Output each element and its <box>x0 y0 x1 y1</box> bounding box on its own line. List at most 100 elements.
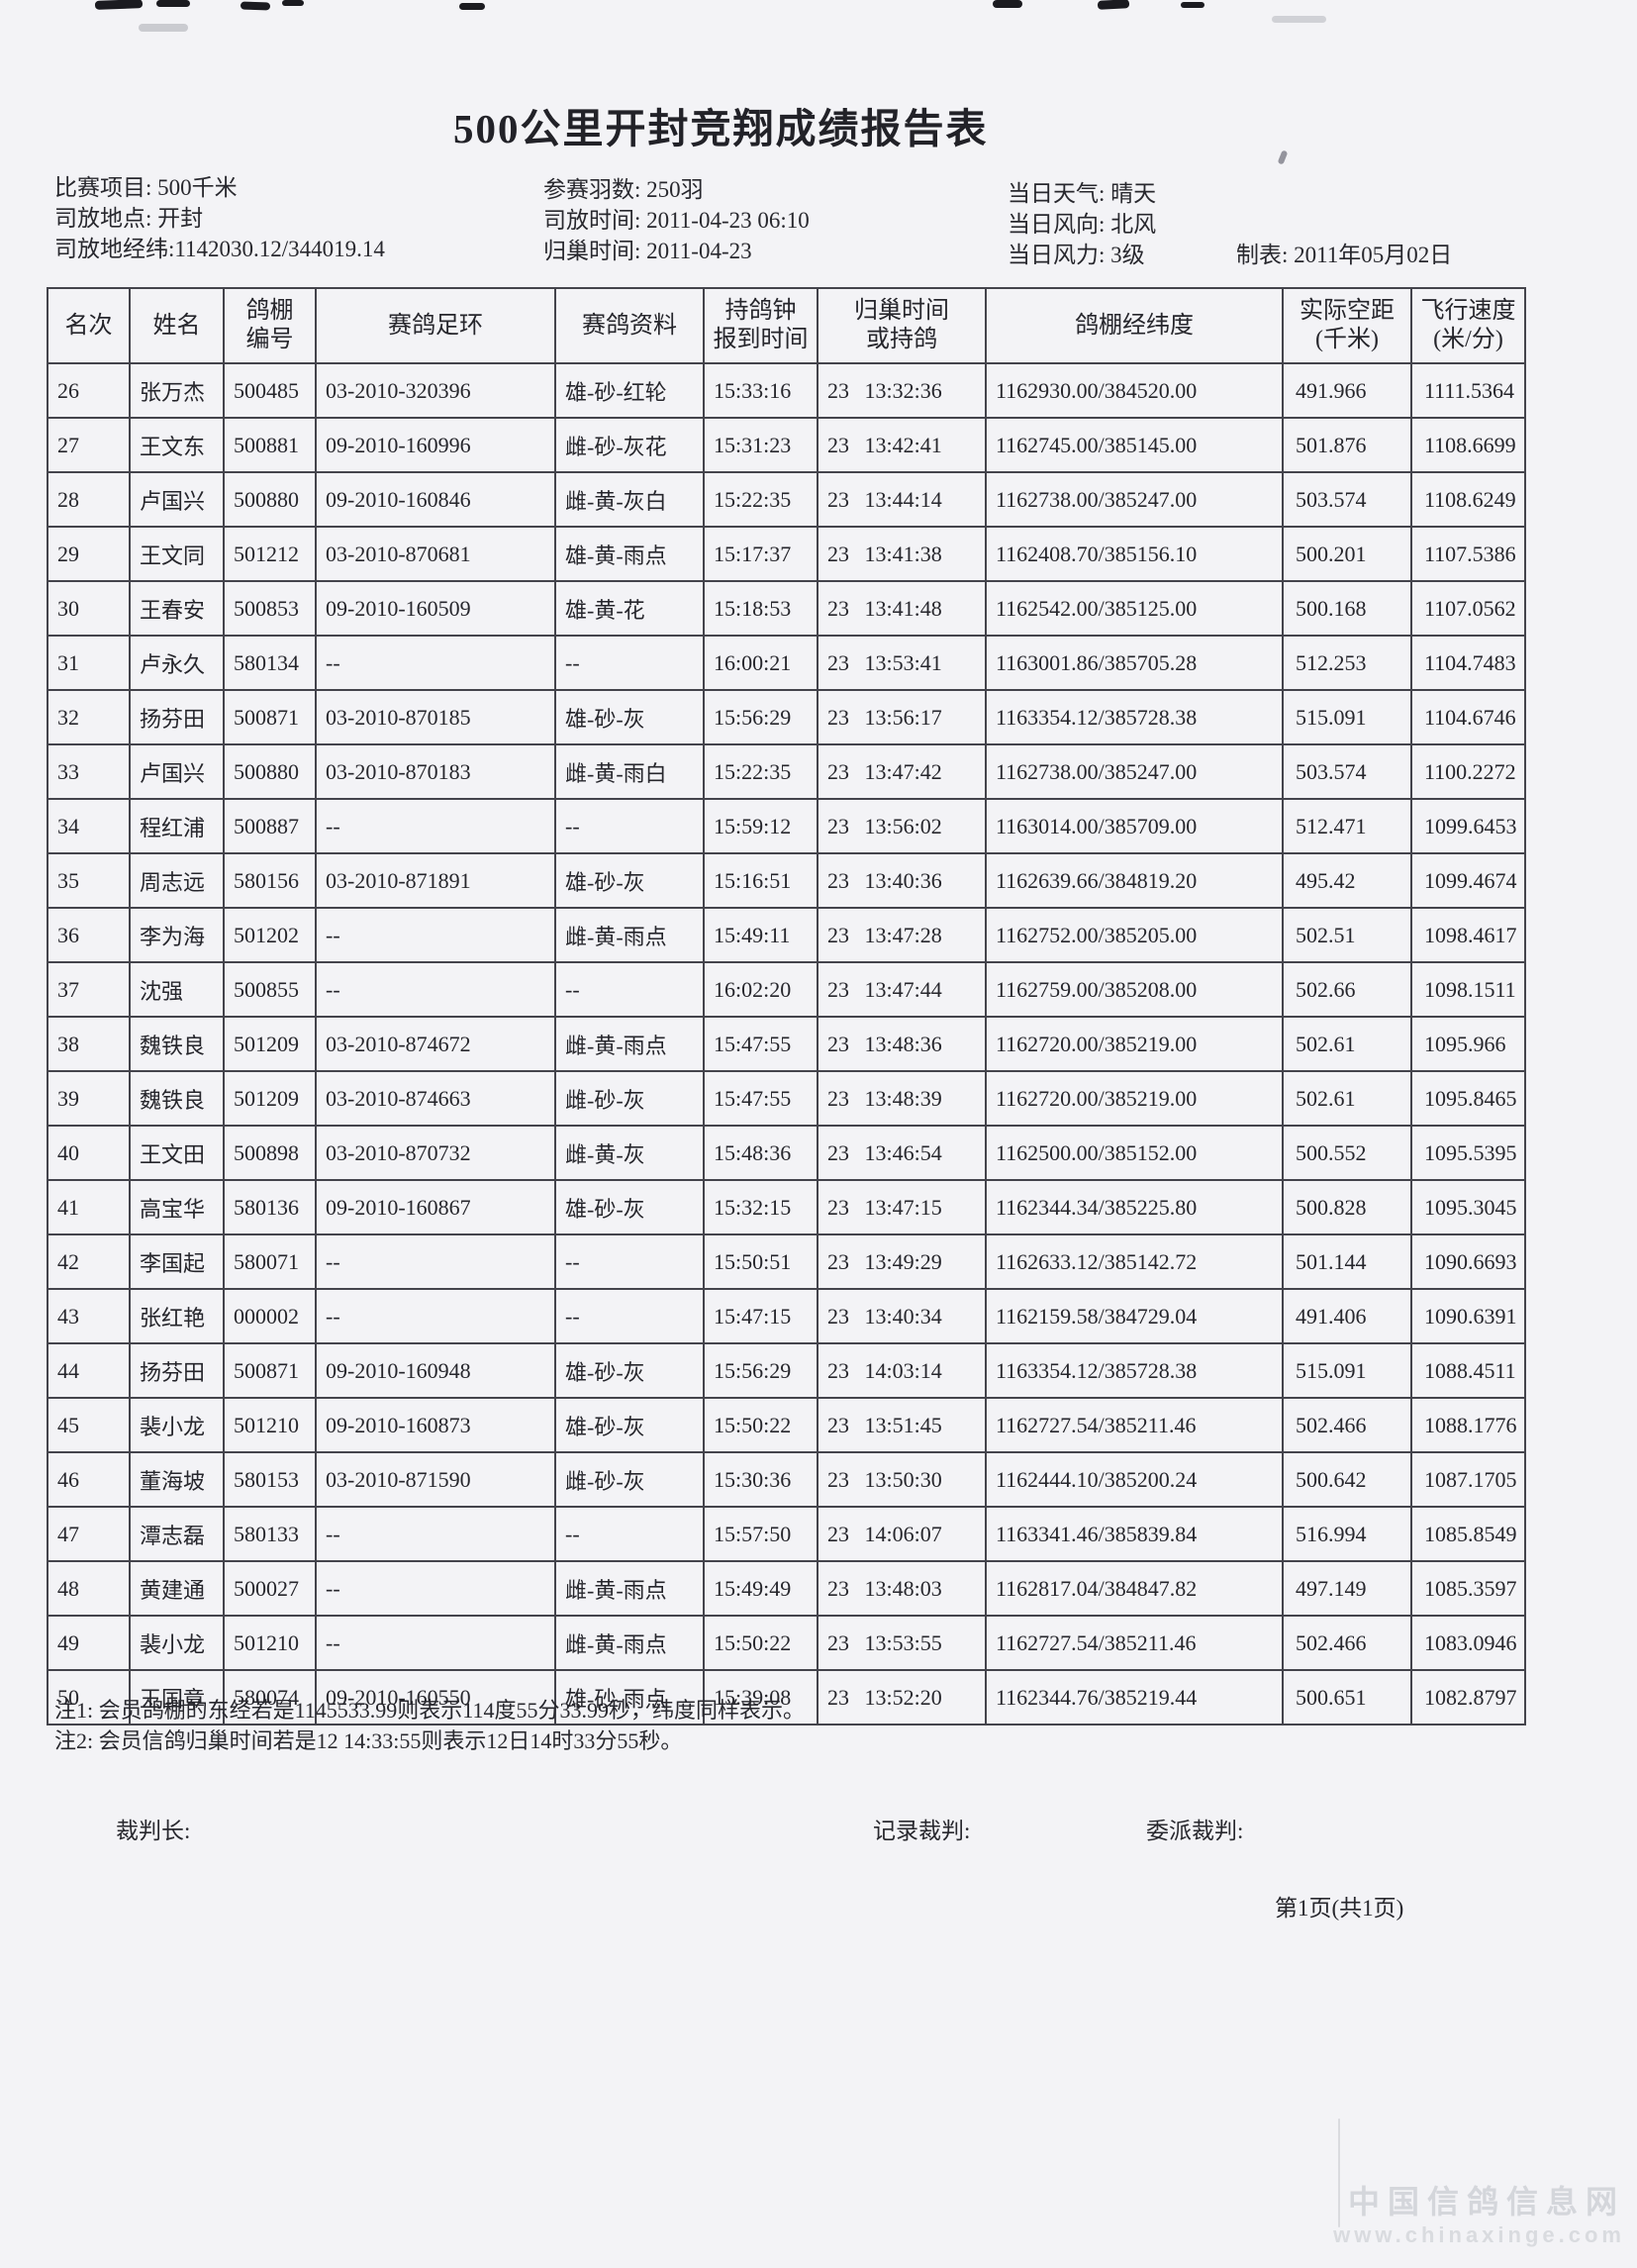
cell-r43-c8: 491.406 <box>1282 1288 1412 1344</box>
cell-r31-c1: 卢永久 <box>129 635 225 691</box>
cell-r34-c9: 1099.6453 <box>1410 798 1526 854</box>
scan-artifact <box>993 0 1022 8</box>
cell-r49-c7: 1162727.54/385211.46 <box>985 1615 1284 1671</box>
cell-r42-c7: 1162633.12/385142.72 <box>985 1233 1284 1290</box>
cell-r38-c6: 23 13:48:36 <box>817 1016 987 1072</box>
meta-release-place: 司放地点: 开封 <box>54 206 204 231</box>
cell-r50-c8: 500.651 <box>1282 1669 1412 1726</box>
meta-release-time: 司放时间: 2011-04-23 06:10 <box>543 208 810 233</box>
cell-r36-c3: -- <box>315 907 556 963</box>
cell-r48-c8: 497.149 <box>1282 1560 1412 1617</box>
cell-r30-c4: 雄-黄-花 <box>554 580 705 637</box>
cell-r44-c4: 雄-砂-灰 <box>554 1342 705 1399</box>
cell-r49-c8: 502.466 <box>1282 1615 1412 1671</box>
cell-r47-c4: -- <box>554 1506 705 1562</box>
cell-r48-c0: 48 <box>47 1560 131 1617</box>
cell-r31-c3: -- <box>315 635 556 691</box>
table-row: 27 王文东 500881 09-2010-160996 雌-砂-灰花 15:31:23 2… <box>47 417 1526 473</box>
cell-r43-c3: -- <box>315 1288 556 1344</box>
cell-r41-c1: 高宝华 <box>129 1179 225 1235</box>
cell-r33-c6: 23 13:47:42 <box>817 743 987 800</box>
cell-r29-c1: 王文同 <box>129 526 225 582</box>
note-2: 注2: 会员信鸽归巢时间若是12 14:33:55则表示12日14时33分55秒… <box>54 1728 683 1753</box>
cell-r27-c8: 501.876 <box>1282 417 1412 473</box>
cell-r31-c7: 1163001.86/385705.28 <box>985 635 1284 691</box>
cell-r35-c3: 03-2010-871891 <box>315 852 556 909</box>
cell-r36-c5: 15:49:11 <box>703 907 818 963</box>
watermark-site-name: 中国信鸽信息网 <box>1347 2184 1625 2219</box>
cell-r46-c5: 15:30:36 <box>703 1451 818 1508</box>
column-header-5: 持鸽钟 报到时间 <box>703 287 818 364</box>
cell-r33-c2: 500880 <box>223 743 317 800</box>
cell-r33-c5: 15:22:35 <box>703 743 818 800</box>
cell-r47-c2: 580133 <box>223 1506 317 1562</box>
cell-r35-c2: 580156 <box>223 852 317 909</box>
cell-r46-c9: 1087.1705 <box>1410 1451 1526 1508</box>
cell-r27-c2: 500881 <box>223 417 317 473</box>
cell-r45-c0: 45 <box>47 1397 131 1453</box>
cell-r27-c4: 雌-砂-灰花 <box>554 417 705 473</box>
cell-r41-c6: 23 13:47:15 <box>817 1179 987 1235</box>
cell-r28-c3: 09-2010-160846 <box>315 471 556 528</box>
cell-r44-c5: 15:56:29 <box>703 1342 818 1399</box>
table-row: 44 扬芬田 500871 09-2010-160948 雄-砂-灰 15:56:29 23… <box>47 1342 1526 1399</box>
cell-r27-c6: 23 13:42:41 <box>817 417 987 473</box>
cell-r29-c6: 23 13:41:38 <box>817 526 987 582</box>
cell-r42-c2: 580071 <box>223 1233 317 1290</box>
cell-r43-c9: 1090.6391 <box>1410 1288 1526 1344</box>
cell-r29-c2: 501212 <box>223 526 317 582</box>
cell-r46-c7: 1162444.10/385200.24 <box>985 1451 1284 1508</box>
cell-r41-c8: 500.828 <box>1282 1179 1412 1235</box>
column-header-1: 姓名 <box>129 287 225 364</box>
cell-r26-c4: 雄-砂-红轮 <box>554 362 705 419</box>
cell-r29-c9: 1107.5386 <box>1410 526 1526 582</box>
cell-r30-c7: 1162542.00/385125.00 <box>985 580 1284 637</box>
cell-r42-c8: 501.144 <box>1282 1233 1412 1290</box>
table-row: 33 卢国兴 500880 03-2010-870183 雌-黄-雨白 15:22:35 2… <box>47 743 1526 800</box>
cell-r33-c1: 卢国兴 <box>129 743 225 800</box>
cell-r39-c9: 1095.8465 <box>1410 1070 1526 1127</box>
cell-r44-c0: 44 <box>47 1342 131 1399</box>
cell-r48-c7: 1162817.04/384847.82 <box>985 1560 1284 1617</box>
table-row: 35 周志远 580156 03-2010-871891 雄-砂-灰 15:16:51 23… <box>47 852 1526 909</box>
cell-r40-c2: 500898 <box>223 1125 317 1181</box>
scan-artifact <box>1338 2119 1340 2227</box>
cell-r32-c1: 扬芬田 <box>129 689 225 745</box>
cell-r38-c8: 502.61 <box>1282 1016 1412 1072</box>
table-row: 43 张红艳 000002 -- -- 15:47:15 23 13:40:34 116215… <box>47 1288 1526 1344</box>
cell-r28-c4: 雌-黄-灰白 <box>554 471 705 528</box>
table-row: 50 王国章 580074 09-2010-160550 雄-砂-雨点 15:39:08 2… <box>47 1669 1526 1726</box>
table-row: 47 潭志磊 580133 -- -- 15:57:50 23 14:06:07 116334… <box>47 1506 1526 1562</box>
table-body: 26 张万杰 500485 03-2010-320396 雄-砂-红轮 15:33:16 2… <box>47 362 1526 1726</box>
cell-r49-c2: 501210 <box>223 1615 317 1671</box>
cell-r32-c2: 500871 <box>223 689 317 745</box>
cell-r42-c0: 42 <box>47 1233 131 1290</box>
cell-r40-c1: 王文田 <box>129 1125 225 1181</box>
cell-r31-c5: 16:00:21 <box>703 635 818 691</box>
cell-r45-c7: 1162727.54/385211.46 <box>985 1397 1284 1453</box>
column-header-9: 飞行速度 (米/分) <box>1410 287 1526 364</box>
cell-r30-c8: 500.168 <box>1282 580 1412 637</box>
cell-r27-c3: 09-2010-160996 <box>315 417 556 473</box>
cell-r36-c1: 李为海 <box>129 907 225 963</box>
cell-r39-c2: 501209 <box>223 1070 317 1127</box>
cell-r35-c9: 1099.4674 <box>1410 852 1526 909</box>
cell-r48-c1: 黄建通 <box>129 1560 225 1617</box>
cell-r34-c6: 23 13:56:02 <box>817 798 987 854</box>
cell-r39-c5: 15:47:55 <box>703 1070 818 1127</box>
cell-r41-c4: 雄-砂-灰 <box>554 1179 705 1235</box>
cell-r50-c4: 雄-砂-雨点 <box>554 1669 705 1726</box>
cell-r32-c8: 515.091 <box>1282 689 1412 745</box>
cell-r37-c5: 16:02:20 <box>703 961 818 1018</box>
cell-r26-c9: 1111.5364 <box>1410 362 1526 419</box>
cell-r39-c7: 1162720.00/385219.00 <box>985 1070 1284 1127</box>
cell-r31-c4: -- <box>554 635 705 691</box>
table-row: 28 卢国兴 500880 09-2010-160846 雌-黄-灰白 15:22:35 2… <box>47 471 1526 528</box>
cell-r49-c0: 49 <box>47 1615 131 1671</box>
cell-r30-c3: 09-2010-160509 <box>315 580 556 637</box>
cell-r26-c5: 15:33:16 <box>703 362 818 419</box>
cell-r35-c0: 35 <box>47 852 131 909</box>
cell-r46-c6: 23 13:50:30 <box>817 1451 987 1508</box>
cell-r49-c4: 雌-黄-雨点 <box>554 1615 705 1671</box>
cell-r26-c0: 26 <box>47 362 131 419</box>
